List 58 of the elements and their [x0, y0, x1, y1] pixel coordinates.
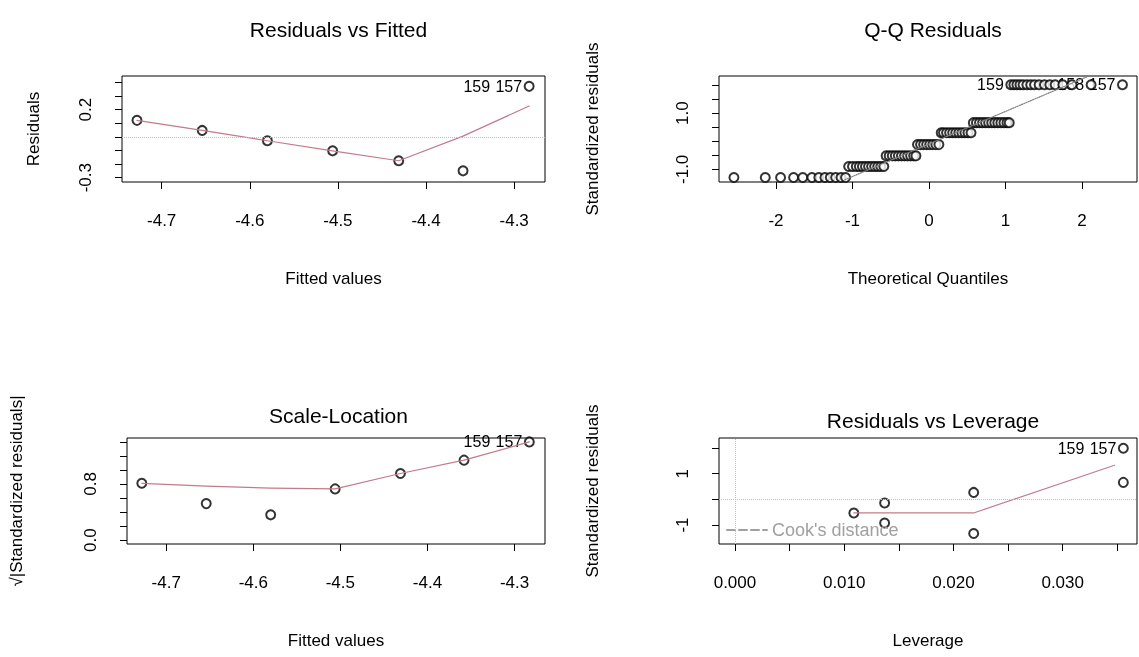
point [879, 497, 891, 509]
x-tick-label: 0.010 [822, 573, 866, 592]
y-tick-label: -1 [673, 517, 692, 533]
x-tick-label: 0.000 [713, 573, 757, 592]
y-tick-label: 1.0 [673, 101, 692, 125]
x-tick-label: -4.6 [238, 573, 268, 592]
annotation: 159 [1057, 439, 1085, 457]
point [136, 477, 148, 489]
x-tick-label: -4.3 [499, 573, 530, 592]
x-tick-label: 0 [924, 211, 934, 230]
y-axis-title: Standardized residuals [583, 42, 602, 216]
annotation: 159 [977, 76, 1004, 94]
chart-title: Q-Q Residuals [864, 18, 1002, 41]
x-axis-title: Fitted values [287, 631, 385, 650]
x-axis-title: Fitted values [285, 269, 382, 288]
y-tick-label: 1 [673, 468, 692, 479]
point [1117, 442, 1129, 454]
x-tick-label: -4.3 [499, 211, 529, 230]
annotation: 157 [495, 77, 523, 95]
point [968, 486, 980, 498]
point [265, 509, 277, 521]
point [1117, 476, 1129, 488]
y-tick-label: 0.2 [76, 97, 95, 122]
x-tick-label: 0.020 [932, 573, 975, 592]
x-tick-label: 0.030 [1041, 573, 1084, 592]
x-tick-label: -4.5 [323, 211, 353, 230]
y-tick-label: -1.0 [673, 154, 692, 184]
chart-title: Residuals vs Fitted [249, 18, 428, 41]
point [523, 80, 535, 92]
annotation: 157 [1089, 439, 1117, 457]
chart-title: Scale-Location [269, 404, 408, 427]
point [457, 165, 469, 177]
x-tick-label: 1 [1000, 211, 1011, 230]
annotation: 157 [495, 433, 523, 451]
annotation: 159 [463, 77, 491, 95]
point [968, 527, 980, 539]
legend-label: Cook's distance [772, 520, 899, 540]
y-tick-label: 0.0 [81, 528, 100, 552]
chart-title: Residuals vs Leverage [826, 409, 1040, 432]
x-axis-title: Leverage [892, 631, 964, 650]
x-tick-label: -4.4 [412, 573, 443, 592]
y-tick-label: -0.3 [76, 163, 95, 193]
annotation: 159 [463, 433, 491, 451]
x-tick-label: 2 [1077, 211, 1087, 230]
y-axis-title: Standardized residuals [583, 404, 602, 578]
point [200, 498, 212, 510]
x-tick-label: -4.7 [147, 211, 177, 230]
y-axis-title: √|Standardized residuals| [7, 395, 26, 587]
y-axis-title: Residuals [24, 91, 43, 167]
y-tick-label: 0.8 [81, 472, 100, 496]
x-tick-label: -4.7 [151, 573, 181, 592]
x-axis-title: Theoretical Quantiles [847, 269, 1009, 288]
x-tick-label: -2 [768, 211, 784, 230]
point [131, 114, 143, 126]
x-tick-label: -4.4 [411, 211, 441, 230]
x-tick-label: -1 [844, 211, 861, 230]
x-tick-label: -4.5 [325, 573, 355, 592]
x-tick-label: -4.6 [235, 211, 265, 230]
